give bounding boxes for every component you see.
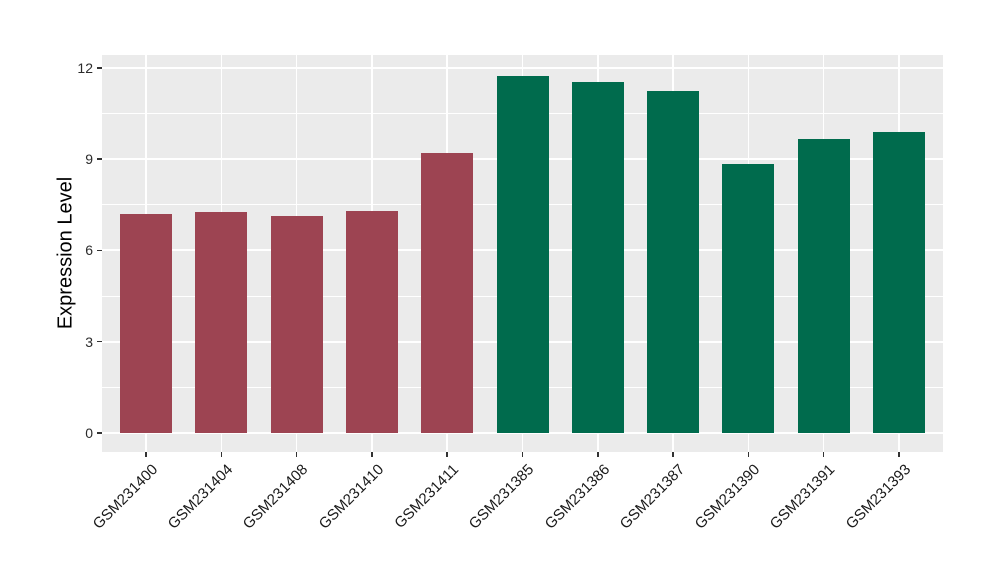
x-tick-label: GSM231391	[767, 461, 839, 533]
plot-panel	[102, 55, 943, 452]
x-tick-mark	[295, 452, 298, 457]
y-tick-label: 9	[85, 151, 93, 168]
y-tick-mark	[97, 340, 102, 343]
x-tick-label: GSM231400	[89, 461, 162, 533]
x-tick-label: GSM231385	[465, 461, 538, 533]
y-tick-mark	[97, 249, 102, 252]
y-tick-label: 0	[85, 425, 93, 441]
x-tick-mark	[597, 452, 599, 457]
bar-GSM231393	[873, 131, 925, 433]
bar-GSM231411	[421, 153, 474, 433]
x-tick-mark	[446, 452, 448, 457]
y-tick-label: 12	[77, 59, 93, 76]
bar-GSM231386	[571, 81, 624, 433]
x-tick-mark	[145, 452, 147, 457]
x-tick-mark	[822, 452, 825, 457]
x-tick-label: GSM231390	[691, 461, 764, 533]
y-tick-label: 3	[85, 333, 93, 350]
bar-GSM231387	[647, 90, 700, 433]
x-tick-label: GSM231408	[240, 461, 312, 533]
x-tick-mark	[521, 452, 524, 457]
bar-GSM231400	[120, 213, 172, 433]
bar-GSM231391	[797, 139, 850, 433]
x-tick-mark	[898, 452, 900, 457]
y-tick-label: 6	[85, 242, 93, 259]
x-tick-label: GSM231411	[391, 461, 463, 532]
bar-GSM231410	[345, 210, 398, 433]
x-tick-label: GSM231386	[541, 461, 613, 533]
y-tick-mark	[97, 432, 102, 434]
x-tick-label: GSM231410	[315, 461, 387, 533]
x-tick-label: GSM231393	[842, 461, 915, 533]
x-tick-mark	[672, 452, 674, 457]
x-tick-label: GSM231404	[164, 461, 237, 533]
x-tick-label: GSM231387	[616, 461, 689, 533]
y-tick-mark	[97, 158, 102, 160]
bar-GSM231390	[722, 163, 775, 433]
bar-GSM231385	[496, 75, 549, 433]
x-tick-mark	[747, 452, 750, 457]
bar-GSM231408	[270, 215, 323, 433]
x-tick-mark	[371, 452, 373, 457]
bar-GSM231404	[195, 212, 248, 433]
y-tick-mark	[97, 67, 102, 69]
y-axis-title-text: Expression Level	[54, 176, 77, 330]
x-tick-mark	[220, 452, 223, 457]
